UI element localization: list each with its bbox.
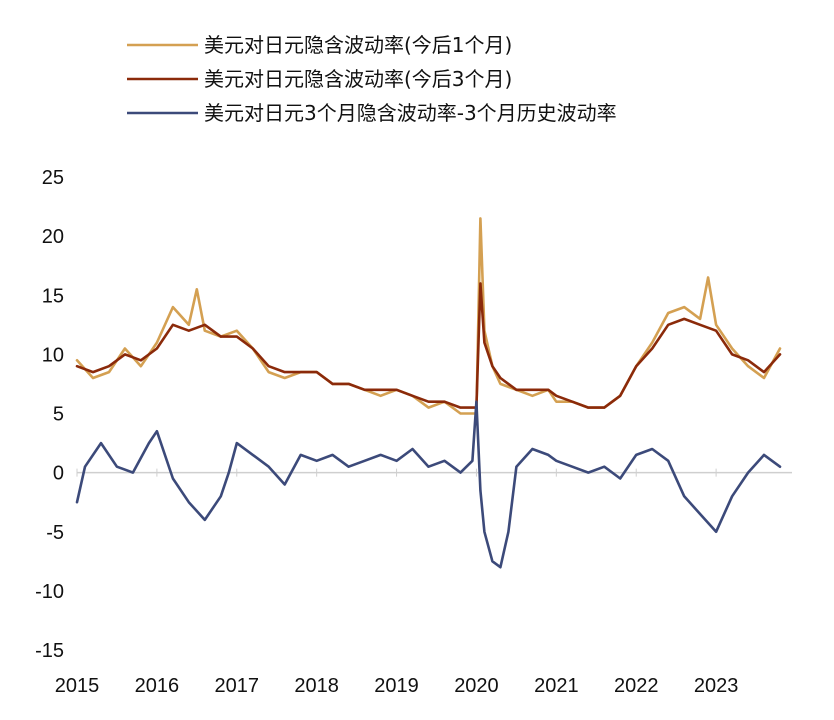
- y-tick-label: -5: [46, 522, 64, 544]
- legend-label-2: 美元对日元隐含波动率(今后3个月): [204, 67, 512, 91]
- series-line-3: [75, 400, 782, 569]
- x-tick-label: 2016: [135, 675, 180, 697]
- x-tick-label: 2020: [454, 675, 499, 697]
- x-tick-label: 2023: [694, 675, 739, 697]
- y-tick-label: 20: [42, 226, 64, 248]
- x-tick-label: 2021: [534, 675, 579, 697]
- y-tick-label: 25: [42, 167, 64, 189]
- series-group: [75, 217, 782, 569]
- y-tick-label: -10: [35, 581, 64, 603]
- x-tick-label: 2019: [374, 675, 419, 697]
- y-tick-label: 10: [42, 344, 64, 366]
- y-tick-label: 0: [53, 463, 64, 485]
- y-tick-label: 5: [53, 404, 64, 426]
- legend: 美元对日元隐含波动率(今后1个月) 美元对日元隐含波动率(今后3个月) 美元对日元3…: [127, 33, 617, 125]
- series-line-1: [75, 217, 782, 415]
- x-tick-label: 2022: [614, 675, 659, 697]
- x-tick-label: 2015: [55, 675, 100, 697]
- x-tick-label: 2017: [215, 675, 260, 697]
- legend-label-1: 美元对日元隐含波动率(今后1个月): [204, 33, 512, 57]
- series-line-2: [75, 282, 782, 409]
- y-tick-label: 15: [42, 285, 64, 307]
- y-tick-label: -15: [35, 640, 64, 662]
- legend-label-3: 美元对日元3个月隐含波动率-3个月历史波动率: [204, 101, 617, 125]
- x-tick-label: 2018: [294, 675, 339, 697]
